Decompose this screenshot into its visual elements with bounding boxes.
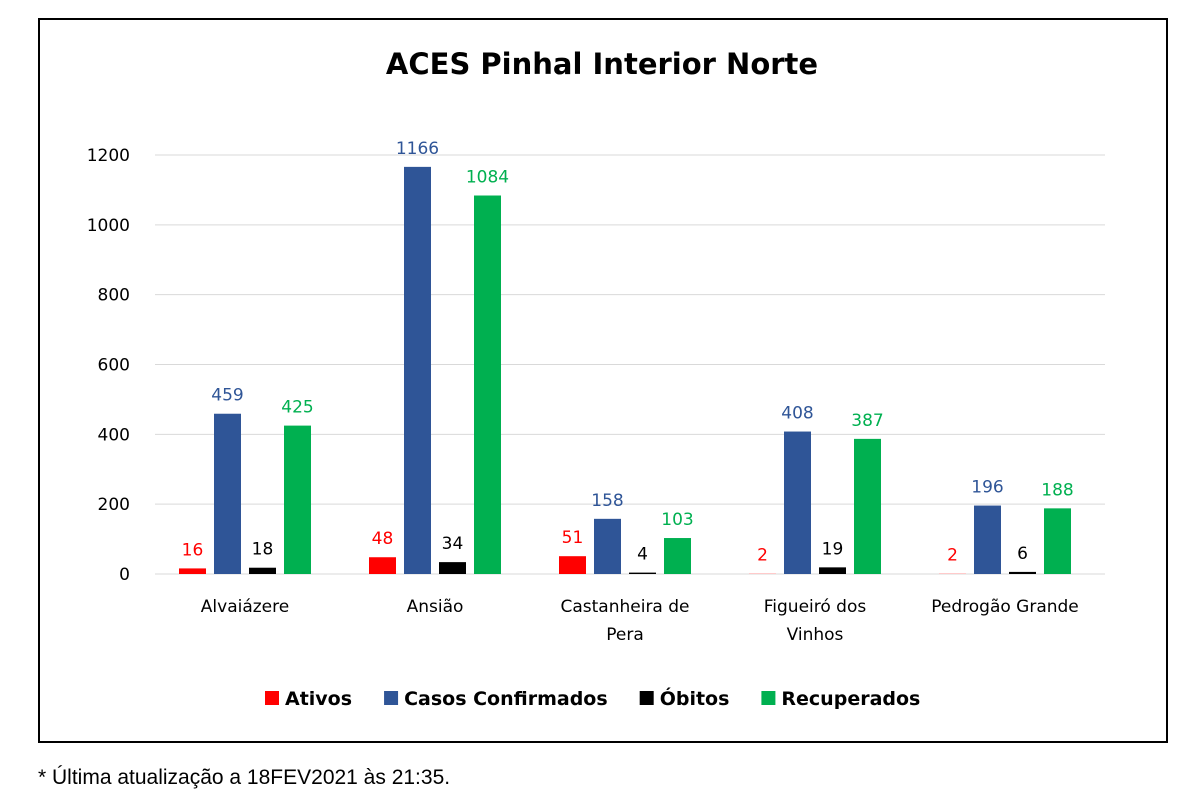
y-tick-label: 200 (98, 495, 130, 515)
bar-casos-confirmados (784, 431, 811, 574)
data-label: 158 (591, 491, 623, 511)
x-tick-label: Alvaiázere (201, 597, 289, 617)
x-tick-label: Pera (606, 625, 644, 645)
data-label: 188 (1041, 480, 1073, 500)
legend-swatch (265, 691, 279, 705)
data-label: 1084 (466, 168, 509, 188)
data-label: 16 (182, 540, 204, 560)
data-label: 18 (252, 540, 274, 560)
legend-swatch (384, 691, 399, 705)
bar-óbitos (819, 567, 846, 574)
data-label: 6 (1017, 544, 1028, 564)
data-label: 2 (757, 545, 768, 565)
y-tick-label: 800 (98, 286, 130, 306)
bar-óbitos (439, 562, 466, 574)
data-label: 2 (947, 545, 958, 565)
legend-swatch (761, 691, 776, 705)
bar-ativos (559, 556, 586, 574)
x-tick-label: Castanheira de (560, 597, 689, 617)
bar-casos-confirmados (404, 166, 431, 574)
bar-ativos (939, 573, 966, 574)
y-tick-label: 1200 (87, 146, 130, 166)
chart-title: ACES Pinhal Interior Norte (386, 47, 818, 81)
data-label: 408 (781, 404, 813, 424)
data-label: 196 (971, 478, 1003, 498)
y-tick-label: 600 (98, 356, 130, 376)
y-tick-label: 0 (119, 565, 130, 585)
y-tick-label: 1000 (87, 216, 130, 236)
data-label: 48 (372, 529, 394, 549)
data-label: 19 (822, 539, 844, 559)
bar-casos-confirmados (594, 518, 621, 574)
bar-recuperados (1044, 508, 1071, 574)
legend-label: Casos Confirmados (404, 688, 608, 710)
data-label: 1166 (396, 139, 439, 159)
bar-recuperados (284, 425, 311, 574)
data-label: 103 (661, 510, 693, 530)
data-label: 425 (281, 398, 313, 418)
bar-casos-confirmados (214, 413, 241, 574)
chart-frame (38, 18, 1168, 743)
data-label: 51 (562, 528, 584, 548)
x-tick-label: Vinhos (787, 625, 844, 645)
x-tick-label: Ansião (407, 597, 464, 617)
legend-label: Recuperados (781, 688, 920, 710)
bar-óbitos (1009, 571, 1036, 574)
x-tick-label: Pedrogão Grande (931, 597, 1079, 617)
bar-óbitos (629, 572, 656, 574)
bar-ativos (749, 573, 776, 574)
data-label: 459 (211, 386, 243, 406)
footnote: * Última atualização a 18FEV2021 às 21:3… (38, 766, 451, 789)
x-tick-label: Figueiró dos (764, 597, 867, 617)
bar-ativos (369, 557, 396, 574)
data-label: 4 (637, 545, 648, 565)
y-tick-label: 400 (98, 425, 130, 445)
bar-ativos (179, 568, 206, 574)
bar-óbitos (249, 567, 276, 574)
legend-label: Óbitos (660, 686, 730, 710)
data-label: 387 (851, 411, 883, 431)
legend-label: Ativos (285, 688, 352, 710)
data-label: 34 (442, 534, 464, 554)
bar-casos-confirmados (974, 505, 1001, 574)
bar-recuperados (474, 195, 501, 574)
legend-swatch (639, 691, 654, 705)
bar-recuperados (854, 438, 881, 574)
bar-recuperados (664, 538, 691, 574)
